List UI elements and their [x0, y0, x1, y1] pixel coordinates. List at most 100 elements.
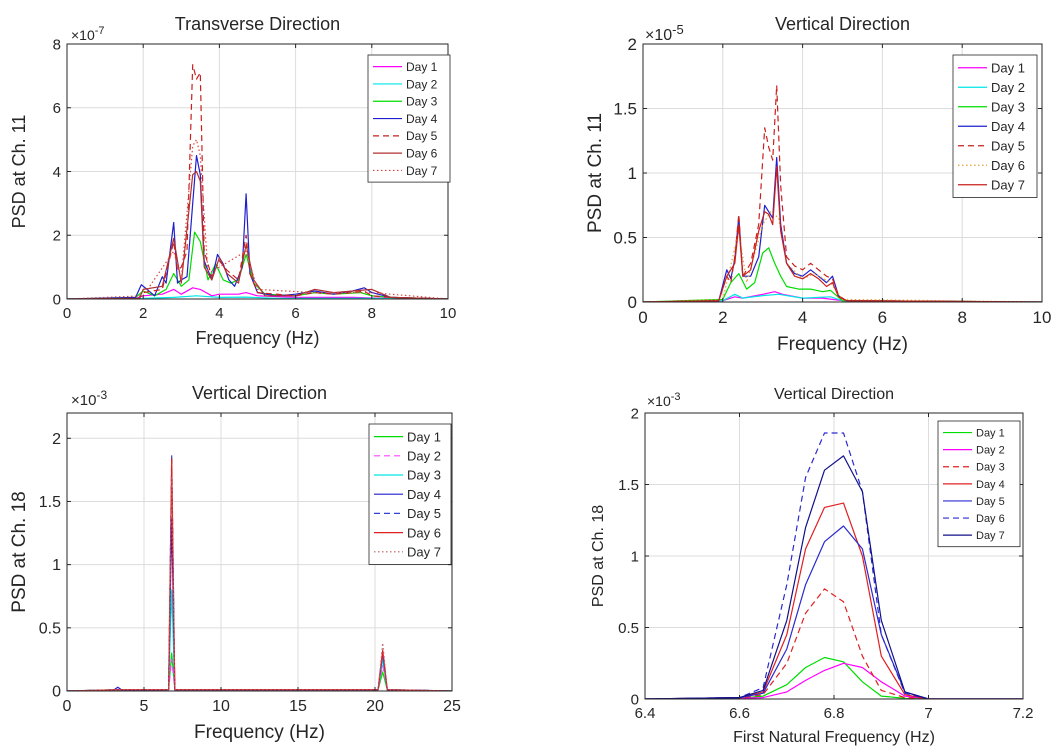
legend-entry-label: Day 3	[407, 468, 441, 483]
y-tick-label: 0.5	[39, 620, 61, 637]
legend-entry-label: Day 4	[991, 119, 1025, 134]
legend: Day 1 Day 2 Day 3 Day 4 Day 5 Day 6 Day 7	[367, 54, 451, 183]
y-tick-label: 0	[631, 691, 639, 708]
legend-entry-label: Day 6	[991, 158, 1025, 173]
y-exponent: ×10-7	[71, 25, 105, 43]
series-line-day-3	[645, 588, 1023, 699]
series-group	[67, 454, 452, 691]
x-tick-label: 7.2	[1013, 705, 1034, 722]
y-axis-label: PSD at Ch. 18	[590, 505, 607, 607]
series-line-day-6	[645, 432, 1023, 699]
legend-entry-label: Day 4	[406, 112, 438, 126]
x-tick-label: 2	[718, 308, 727, 327]
legend-entry-label: Day 5	[407, 506, 441, 521]
x-tick-label: 10	[440, 305, 457, 322]
axes-box	[66, 412, 453, 692]
legend-entry-label: Day 3	[976, 462, 1005, 474]
y-exponent: ×10-3	[647, 391, 681, 409]
y-tick-label: 0	[52, 684, 61, 701]
series-group	[645, 432, 1023, 699]
x-tick-label: 0	[63, 698, 72, 715]
y-tick-label: 0.5	[613, 228, 637, 247]
y-tick-label: 2	[628, 35, 637, 54]
x-axis-label: First Natural Frequency (Hz)	[733, 729, 935, 746]
legend-entry-label: Day 1	[406, 60, 438, 74]
x-tick-label: 6.6	[729, 705, 750, 722]
legend-box	[367, 54, 451, 183]
chart-title: Transverse Direction	[175, 14, 340, 34]
legend-entry-label: Day 4	[407, 487, 441, 502]
subplot-1: 0 2 4 6 8 10 0 2 4 6 8 ×10-7 Transverse Direction Fre…	[9, 14, 456, 348]
chart-title: Vertical Direction	[192, 383, 327, 403]
x-tick-label: 0	[63, 305, 71, 322]
subplot-3: 0 5 10 15 20 25 0 0.5 1 1.5 2 ×10-3 Vertical Directi…	[9, 383, 461, 743]
x-tick-label: 6	[878, 308, 887, 327]
x-axis-label: Frequency (Hz)	[195, 328, 319, 348]
y-exponent: ×10-3	[71, 388, 107, 409]
y-axis-label: PSD at Ch. 11	[9, 115, 29, 229]
y-exponent: ×10-5	[645, 22, 684, 44]
y-tick-label: 0	[53, 291, 61, 308]
x-tick-label: 4	[215, 305, 223, 322]
subplot-4: 6.4 6.6 6.8 7 7.2 0 0.5 1 1.5 2 ×10-3 Vertical Dire…	[590, 386, 1033, 746]
series-line-day-5	[643, 84, 1042, 302]
x-tick-label: 15	[289, 698, 307, 715]
legend-entry-label: Day 1	[991, 60, 1025, 75]
y-tick-label: 2	[53, 228, 61, 245]
x-tick-label: 2	[139, 305, 147, 322]
y-tick-label: 2	[631, 405, 639, 422]
legend: Day 1 Day 2 Day 3 Day 4 Day 5 Day 6 Day 7	[368, 423, 452, 565]
series-line-day-7	[643, 165, 1042, 302]
legend-entry-label: Day 6	[406, 146, 438, 160]
y-tick-label: 1.5	[39, 494, 61, 511]
series-line-day-7	[67, 139, 448, 299]
chart-title: Vertical Direction	[775, 14, 910, 34]
legend-entry-label: Day 3	[406, 95, 438, 109]
series-line-day-7	[645, 455, 1023, 699]
series-line-day-2	[67, 295, 448, 299]
legend-entry-label: Day 6	[407, 525, 441, 540]
legend-entry-label: Day 7	[407, 544, 441, 559]
y-tick-label: 1	[631, 548, 639, 565]
y-tick-label: 1.5	[618, 477, 639, 494]
subplot-2: 0 2 4 6 8 10 0 0.5 1 1.5 2 ×10-5 Vertical Direction F…	[585, 14, 1051, 355]
x-tick-label: 25	[443, 698, 461, 715]
legend-entry-label: Day 4	[976, 479, 1005, 491]
x-tick-label: 7	[924, 705, 932, 722]
series-line-day-2	[643, 293, 1042, 302]
y-axis-label: PSD at Ch. 11	[585, 113, 606, 233]
y-tick-label: 8	[53, 36, 61, 53]
x-tick-label: 0	[638, 308, 647, 327]
x-axis-label: Frequency (Hz)	[777, 334, 908, 355]
legend: Day 1 Day 2 Day 3 Day 4 Day 5 Day 6 Day 7	[937, 420, 1021, 548]
y-tick-label: 2	[52, 431, 61, 448]
x-tick-label: 4	[798, 308, 807, 327]
legend-entry-label: Day 6	[976, 513, 1005, 525]
legend-entry-label: Day 5	[991, 138, 1025, 153]
legend-entry-label: Day 7	[406, 164, 438, 178]
legend-entry-label: Day 3	[991, 99, 1025, 114]
series-group	[643, 84, 1042, 302]
series-line-day-1	[643, 291, 1042, 302]
y-tick-label: 1.5	[613, 99, 637, 118]
x-tick-label: 8	[957, 308, 966, 327]
series-line-day-2	[645, 662, 1023, 699]
y-tick-label: 0.5	[618, 620, 639, 637]
x-tick-label: 6.4	[635, 705, 656, 722]
legend-entry-label: Day 2	[407, 448, 441, 463]
y-tick-label: 0	[628, 293, 637, 312]
x-tick-label: 20	[366, 698, 384, 715]
legend-entry-label: Day 5	[406, 129, 438, 143]
chart-title: Vertical Direction	[774, 386, 894, 403]
legend-entry-label: Day 2	[991, 80, 1025, 95]
x-axis-label: Frequency (Hz)	[194, 722, 325, 743]
x-tick-label: 10	[1033, 308, 1052, 327]
x-tick-label: 5	[140, 698, 149, 715]
y-tick-label: 1	[628, 164, 637, 183]
x-tick-label: 6	[291, 305, 299, 322]
legend-entry-label: Day 2	[406, 77, 438, 91]
legend-entry-label: Day 5	[976, 496, 1005, 508]
y-tick-label: 6	[53, 100, 61, 117]
series-line-day-1	[67, 287, 448, 299]
